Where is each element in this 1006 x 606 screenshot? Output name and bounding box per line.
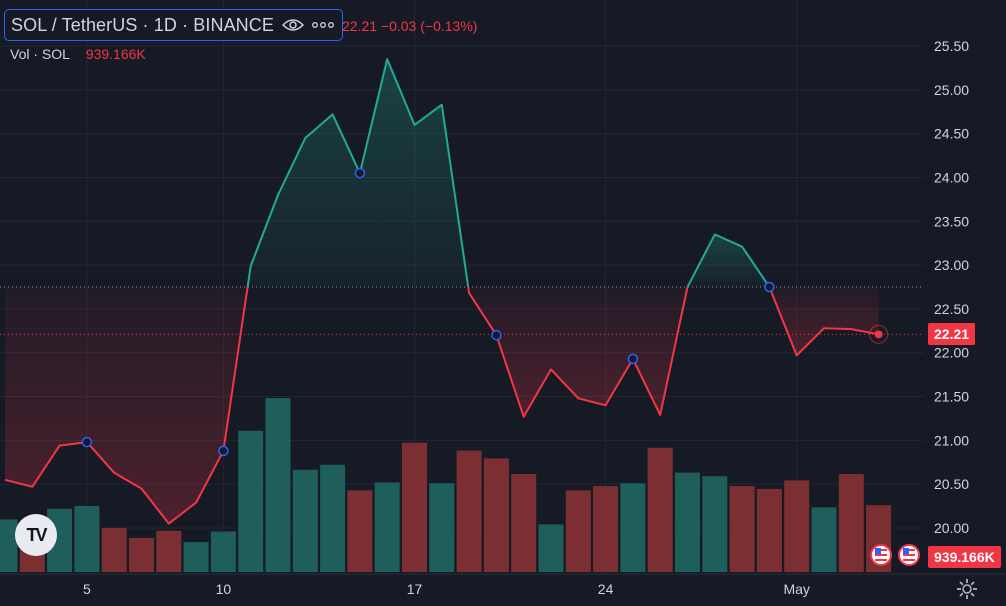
flag-stripe [903,554,915,556]
volume-bar [784,480,810,572]
flag-canton [875,548,881,554]
flag-canton [903,548,909,554]
volume-bar [838,474,864,572]
x-tick-label: May [783,581,809,597]
line-segment-up [246,58,470,288]
line-segment-up [686,233,771,288]
volume-bar [101,527,127,572]
volume-bar [756,488,782,572]
y-tick-label: 22.00 [934,345,969,361]
y-tick-label: 23.50 [934,213,969,229]
y-tick-label: 21.00 [934,432,969,448]
gear-icon[interactable] [956,578,978,600]
tradingview-logo[interactable]: TV [15,514,57,556]
y-tick-label: 20.00 [934,520,969,536]
y-tick-label: 25.50 [934,38,969,54]
volume-bar [647,447,673,572]
event-marker[interactable] [764,281,775,293]
volume-bar [811,507,837,572]
volume-bars [0,398,892,572]
area-below-baseline [468,287,688,417]
volume-bar [729,486,755,572]
price-line [4,58,879,525]
volume-bar [183,542,209,572]
time-axis[interactable]: 5 10 17 24 May [83,581,810,597]
y-tick-label: 22.50 [934,301,969,317]
line-segment-down [4,286,249,525]
volume-legend: Vol · SOL 939.166K [10,46,146,62]
volume-bar [456,450,482,572]
volume-bar [292,469,318,572]
x-tick-label: 17 [407,581,423,597]
event-marker[interactable] [354,167,366,179]
y-tick-label: 23.00 [934,257,969,273]
volume-bar [156,530,182,572]
last-point-halo [869,324,889,344]
event-marker[interactable] [491,329,502,341]
volume-bar [565,490,591,572]
price-axis[interactable]: 25.50 25.00 24.50 24.00 23.50 23.00 22.50 22.00… [934,38,969,536]
last-point-marker [874,330,883,339]
area-below-baseline [769,287,879,356]
x-tick-label: 10 [216,581,232,597]
line-segment-down [768,286,879,357]
volume-bar [429,483,455,572]
volume-bar [402,442,427,572]
volume-bar [265,398,291,572]
volume-bar [483,458,509,572]
more-dots-icon[interactable] [312,21,334,29]
volume-bar [74,505,100,572]
volume-bar [238,430,264,572]
volume-bar [0,519,18,572]
x-tick-label: 24 [598,581,614,597]
event-markers[interactable] [81,167,920,566]
baseline-area [5,59,879,524]
volume-bar [511,474,537,572]
y-tick-label: 25.00 [934,82,969,98]
volume-bar [538,524,564,572]
volume-bar [129,537,154,572]
flag-stripe [875,554,887,556]
y-tick-label: 24.00 [934,169,969,185]
flag-stripe [903,559,915,561]
line-segment-down [467,286,689,418]
event-marker[interactable] [81,436,93,448]
volume-value: 939.166K [85,46,146,62]
volume-bar [675,472,700,572]
symbol-legend[interactable]: SOL / TetherUS · 1D · BINANCE [4,9,343,41]
symbol-title[interactable]: SOL / TetherUS · 1D · BINANCE [11,14,274,35]
volume-label: Vol · SOL [10,46,70,62]
volume-bar [702,476,728,572]
y-tick-label: 24.50 [934,126,969,142]
last-price-badge: 22.21 [928,323,976,345]
ohlc-values: 22.21 −0.03 (−0.13%) [342,18,478,34]
volume-bar [347,490,373,572]
y-tick-label: 20.50 [934,476,969,492]
area-below-baseline [5,287,248,524]
eye-icon[interactable] [281,18,304,32]
volume-bar [320,464,346,572]
event-marker[interactable] [627,353,639,365]
volume-bar [210,531,236,572]
area-above-baseline [687,234,770,287]
y-tick-label: 21.50 [934,389,969,405]
event-marker[interactable] [218,445,229,457]
volume-bar [374,482,400,572]
volume-bar [620,483,646,572]
flag-stripe [875,559,887,561]
volume-badge: 939.166K [928,546,1001,568]
x-tick-label: 5 [83,581,91,597]
volume-bar [593,486,619,572]
